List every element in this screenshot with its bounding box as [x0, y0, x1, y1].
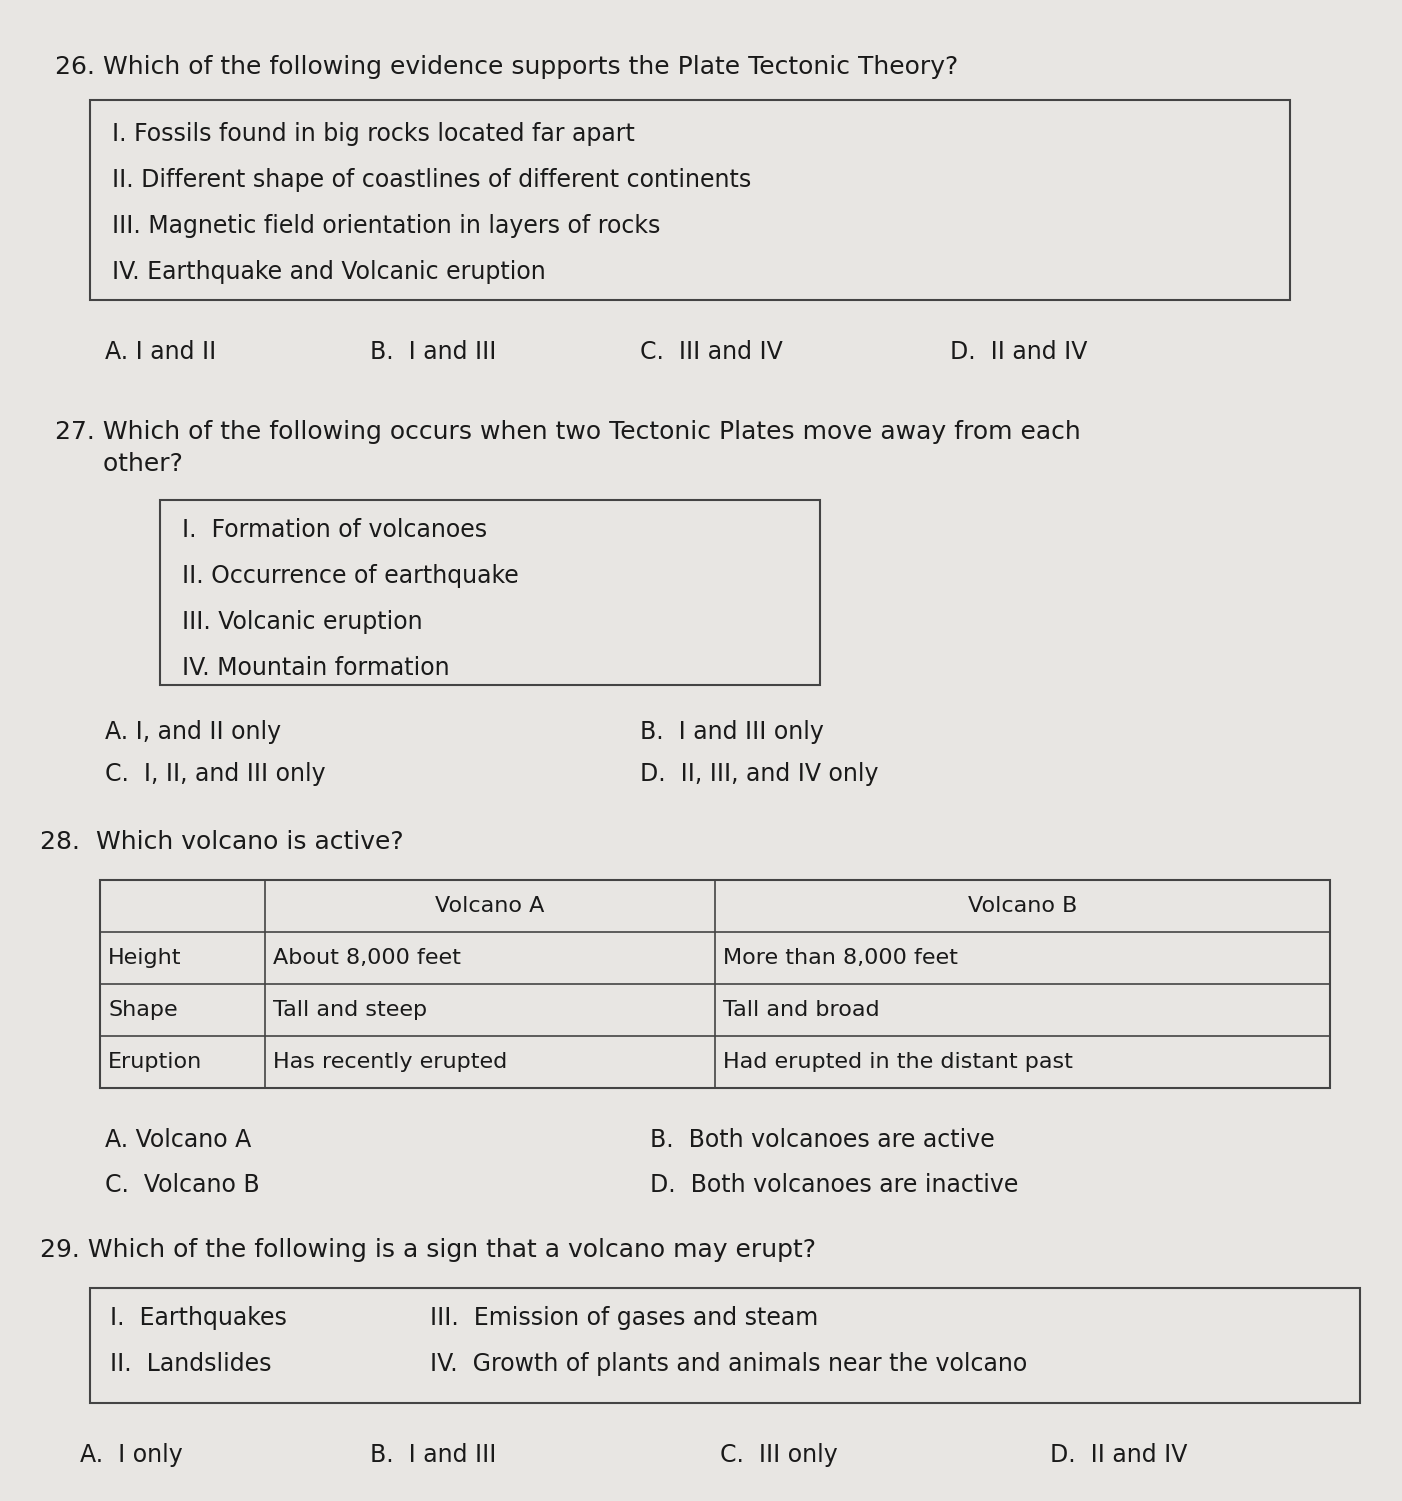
- Bar: [90, 1288, 1360, 1403]
- Text: D.  II and IV: D. II and IV: [1050, 1442, 1187, 1466]
- Text: II. Different shape of coastlines of different continents: II. Different shape of coastlines of dif…: [112, 168, 751, 192]
- Bar: [160, 500, 820, 684]
- Text: Shape: Shape: [108, 1000, 178, 1021]
- Text: Tall and broad: Tall and broad: [723, 1000, 879, 1021]
- Text: Eruption: Eruption: [108, 1052, 202, 1072]
- Text: IV. Earthquake and Volcanic eruption: IV. Earthquake and Volcanic eruption: [112, 260, 545, 284]
- Text: D.  Both volcanoes are inactive: D. Both volcanoes are inactive: [651, 1172, 1018, 1196]
- Text: IV.  Growth of plants and animals near the volcano: IV. Growth of plants and animals near th…: [430, 1352, 1028, 1376]
- Text: B.  I and III: B. I and III: [370, 1442, 496, 1466]
- Text: A. Volcano A: A. Volcano A: [105, 1127, 251, 1151]
- Text: Volcano A: Volcano A: [435, 896, 545, 916]
- Text: C.  I, II, and III only: C. I, II, and III only: [105, 763, 325, 787]
- Text: III. Magnetic field orientation in layers of rocks: III. Magnetic field orientation in layer…: [112, 215, 660, 239]
- Text: II. Occurrence of earthquake: II. Occurrence of earthquake: [182, 564, 519, 588]
- Text: other?: other?: [55, 452, 182, 476]
- Text: II.  Landslides: II. Landslides: [109, 1352, 272, 1376]
- Text: Volcano B: Volcano B: [967, 896, 1077, 916]
- Text: III.  Emission of gases and steam: III. Emission of gases and steam: [430, 1306, 819, 1330]
- Text: B.  I and III only: B. I and III only: [639, 720, 824, 744]
- Text: D.  II, III, and IV only: D. II, III, and IV only: [639, 763, 879, 787]
- Text: A. I, and II only: A. I, and II only: [105, 720, 282, 744]
- Text: C.  III only: C. III only: [721, 1442, 838, 1466]
- Text: Height: Height: [108, 949, 181, 968]
- Text: 29. Which of the following is a sign that a volcano may erupt?: 29. Which of the following is a sign tha…: [41, 1238, 816, 1262]
- Text: I.  Formation of volcanoes: I. Formation of volcanoes: [182, 518, 486, 542]
- Text: C.  Volcano B: C. Volcano B: [105, 1172, 259, 1196]
- Bar: [90, 101, 1290, 300]
- Text: D.  II and IV: D. II and IV: [951, 341, 1088, 365]
- Text: 28.  Which volcano is active?: 28. Which volcano is active?: [41, 830, 404, 854]
- Text: 27. Which of the following occurs when two Tectonic Plates move away from each: 27. Which of the following occurs when t…: [55, 420, 1081, 444]
- Text: I. Fossils found in big rocks located far apart: I. Fossils found in big rocks located fa…: [112, 122, 635, 146]
- Text: More than 8,000 feet: More than 8,000 feet: [723, 949, 958, 968]
- Text: III. Volcanic eruption: III. Volcanic eruption: [182, 609, 422, 633]
- Text: Had erupted in the distant past: Had erupted in the distant past: [723, 1052, 1073, 1072]
- Text: A. I and II: A. I and II: [105, 341, 216, 365]
- Text: About 8,000 feet: About 8,000 feet: [273, 949, 461, 968]
- Text: 26. Which of the following evidence supports the Plate Tectonic Theory?: 26. Which of the following evidence supp…: [55, 56, 958, 80]
- Bar: [100, 880, 1330, 1088]
- Text: B.  I and III: B. I and III: [370, 341, 496, 365]
- Text: B.  Both volcanoes are active: B. Both volcanoes are active: [651, 1127, 995, 1151]
- Text: IV. Mountain formation: IV. Mountain formation: [182, 656, 450, 680]
- Text: Tall and steep: Tall and steep: [273, 1000, 428, 1021]
- Text: Has recently erupted: Has recently erupted: [273, 1052, 508, 1072]
- Text: C.  III and IV: C. III and IV: [639, 341, 782, 365]
- Text: I.  Earthquakes: I. Earthquakes: [109, 1306, 287, 1330]
- Text: A.  I only: A. I only: [80, 1442, 182, 1466]
